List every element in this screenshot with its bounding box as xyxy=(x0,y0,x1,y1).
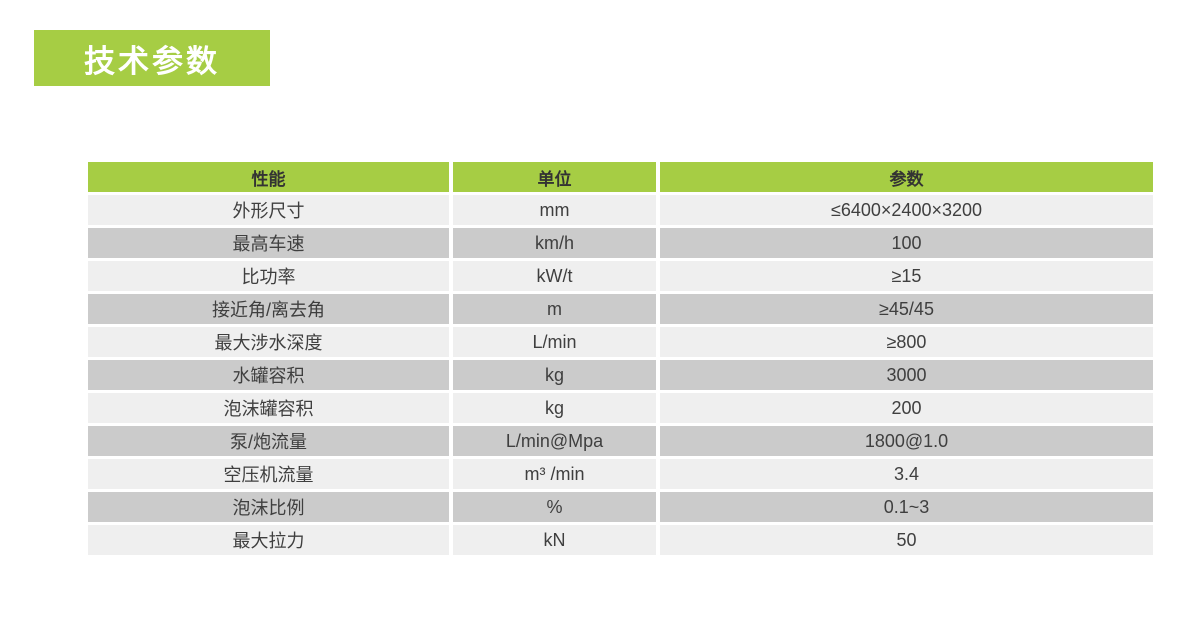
cell-value: ≥45/45 xyxy=(660,294,1153,324)
cell-unit: kg xyxy=(453,393,656,423)
cell-value: ≥800 xyxy=(660,327,1153,357)
cell-value: 1800@1.0 xyxy=(660,426,1153,456)
cell-performance: 最大涉水深度 xyxy=(88,327,449,357)
cell-performance: 泡沫比例 xyxy=(88,492,449,522)
table-row: 空压机流量 m³ /min 3.4 xyxy=(88,459,1153,489)
cell-performance: 接近角/离去角 xyxy=(88,294,449,324)
cell-performance: 最大拉力 xyxy=(88,525,449,555)
cell-performance: 比功率 xyxy=(88,261,449,291)
cell-value: 200 xyxy=(660,393,1153,423)
cell-value: 3.4 xyxy=(660,459,1153,489)
table-row: 泵/炮流量 L/min@Mpa 1800@1.0 xyxy=(88,426,1153,456)
cell-unit: m³ /min xyxy=(453,459,656,489)
cell-unit: % xyxy=(453,492,656,522)
cell-performance: 水罐容积 xyxy=(88,360,449,390)
cell-unit: kg xyxy=(453,360,656,390)
cell-value: 100 xyxy=(660,228,1153,258)
table-row: 泡沫比例 % 0.1~3 xyxy=(88,492,1153,522)
cell-value: 0.1~3 xyxy=(660,492,1153,522)
cell-value: 3000 xyxy=(660,360,1153,390)
cell-unit: kW/t xyxy=(453,261,656,291)
table-row: 最大涉水深度 L/min ≥800 xyxy=(88,327,1153,357)
table-row: 外形尺寸 mm ≤6400×2400×3200 xyxy=(88,195,1153,225)
table-row: 比功率 kW/t ≥15 xyxy=(88,261,1153,291)
cell-unit: mm xyxy=(453,195,656,225)
cell-performance: 最高车速 xyxy=(88,228,449,258)
cell-unit: m xyxy=(453,294,656,324)
table-row: 水罐容积 kg 3000 xyxy=(88,360,1153,390)
cell-performance: 泡沫罐容积 xyxy=(88,393,449,423)
cell-value: ≤6400×2400×3200 xyxy=(660,195,1153,225)
cell-unit: kN xyxy=(453,525,656,555)
table-row: 泡沫罐容积 kg 200 xyxy=(88,393,1153,423)
spec-table: 性能 单位 参数 外形尺寸 mm ≤6400×2400×3200 最高车速 km… xyxy=(88,162,1153,558)
cell-unit: km/h xyxy=(453,228,656,258)
cell-performance: 泵/炮流量 xyxy=(88,426,449,456)
column-header-value: 参数 xyxy=(660,162,1153,192)
cell-value: ≥15 xyxy=(660,261,1153,291)
cell-unit: L/min@Mpa xyxy=(453,426,656,456)
table-row: 最高车速 km/h 100 xyxy=(88,228,1153,258)
table-row: 最大拉力 kN 50 xyxy=(88,525,1153,555)
cell-value: 50 xyxy=(660,525,1153,555)
table-header-row: 性能 单位 参数 xyxy=(88,162,1153,192)
column-header-performance: 性能 xyxy=(88,162,449,192)
page-title: 技术参数 xyxy=(34,30,270,86)
cell-performance: 外形尺寸 xyxy=(88,195,449,225)
cell-performance: 空压机流量 xyxy=(88,459,449,489)
column-header-unit: 单位 xyxy=(453,162,656,192)
cell-unit: L/min xyxy=(453,327,656,357)
table-row: 接近角/离去角 m ≥45/45 xyxy=(88,294,1153,324)
